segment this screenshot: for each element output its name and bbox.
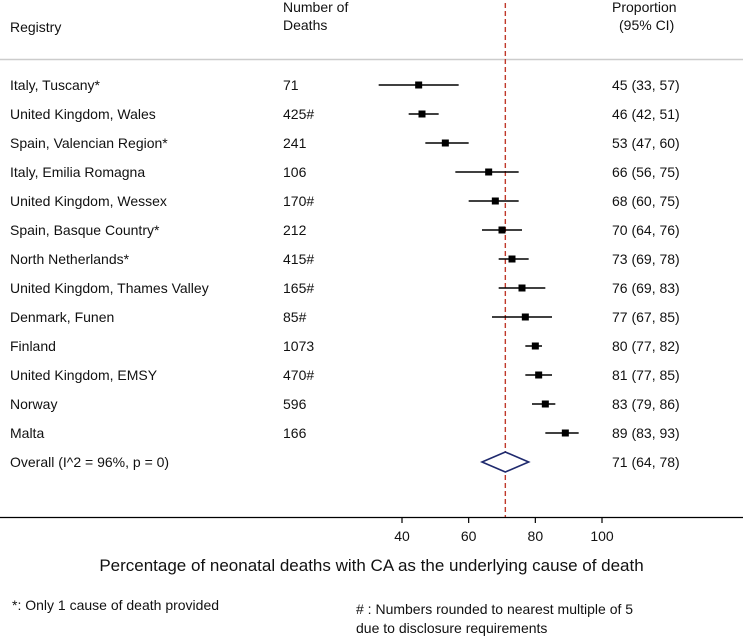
footnote-hash-line2: due to disclosure requirements xyxy=(356,620,548,636)
registry-label: United Kingdom, EMSY xyxy=(10,367,158,383)
overall-diamond xyxy=(479,451,531,473)
proportion-ci-value: 77 (67, 85) xyxy=(612,309,680,325)
proportion-ci-value: 46 (42, 51) xyxy=(612,106,680,122)
point-estimate xyxy=(418,110,426,118)
proportion-ci-value: 76 (69, 83) xyxy=(612,280,680,296)
deaths-value: 212 xyxy=(283,222,307,238)
registry-label: United Kingdom, Wessex xyxy=(10,193,167,209)
registry-label: Denmark, Funen xyxy=(10,309,115,325)
deaths-value: 165# xyxy=(283,280,315,296)
header-proportion-line2: (95% CI) xyxy=(619,17,675,33)
point-estimate xyxy=(535,371,543,379)
proportion-ci-value: 80 (77, 82) xyxy=(612,338,680,354)
point-estimate xyxy=(498,226,506,234)
proportion-ci-value: 81 (77, 85) xyxy=(612,367,680,383)
forest-plot: 40 60 80 100 xyxy=(0,3,743,544)
deaths-value: 415# xyxy=(283,251,315,267)
x-tick-label: 60 xyxy=(461,528,477,544)
point-estimate xyxy=(508,255,516,263)
x-tick-label: 80 xyxy=(528,528,544,544)
proportion-ci-value: 70 (64, 76) xyxy=(612,222,680,238)
registry-label: North Netherlands* xyxy=(10,251,130,267)
proportion-ci-value: 53 (47, 60) xyxy=(612,135,680,151)
overall-label: Overall (I^2 = 96%, p = 0) xyxy=(10,454,170,470)
header-deaths-line2: Deaths xyxy=(283,17,328,33)
x-axis-label: Percentage of neonatal deaths with CA as… xyxy=(99,556,644,575)
deaths-value: 425# xyxy=(283,106,315,122)
deaths-value: 106 xyxy=(283,164,307,180)
point-estimate xyxy=(485,168,493,176)
header-proportion-line1: Proportion xyxy=(612,0,677,15)
registry-label: United Kingdom, Thames Valley xyxy=(10,280,209,296)
deaths-value: 470# xyxy=(283,367,315,383)
point-estimate xyxy=(491,197,499,205)
registry-label: Malta xyxy=(10,425,45,441)
deaths-value: 85# xyxy=(283,309,307,325)
proportion-ci-value: 45 (33, 57) xyxy=(612,77,680,93)
point-estimate xyxy=(518,284,526,292)
registry-label: Norway xyxy=(10,396,58,412)
proportion-ci-value: 66 (56, 75) xyxy=(612,164,680,180)
x-tick-label: 40 xyxy=(394,528,410,544)
registry-label: United Kingdom, Wales xyxy=(10,106,156,122)
point-estimate xyxy=(561,429,569,437)
proportion-ci-value: 73 (69, 78) xyxy=(612,251,680,267)
proportion-ci-value: 68 (60, 75) xyxy=(612,193,680,209)
overall-ci-value: 71 (64, 78) xyxy=(612,454,680,470)
registry-label: Spain, Basque Country* xyxy=(10,222,160,238)
deaths-value: 170# xyxy=(283,193,315,209)
deaths-value: 166 xyxy=(283,425,307,441)
deaths-value: 241 xyxy=(283,135,307,151)
point-estimate xyxy=(415,81,423,89)
deaths-value: 596 xyxy=(283,396,307,412)
header-registry: Registry xyxy=(10,19,62,35)
deaths-value: 1073 xyxy=(283,338,315,354)
proportion-ci-value: 89 (83, 93) xyxy=(612,425,680,441)
footnote-hash-line1: # : Numbers rounded to nearest multiple … xyxy=(356,601,634,617)
registry-label: Italy, Tuscany* xyxy=(10,77,101,93)
footnote-asterisk: *: Only 1 cause of death provided xyxy=(12,597,220,613)
point-estimate xyxy=(531,342,539,350)
registry-label: Italy, Emilia Romagna xyxy=(10,164,146,180)
deaths-value: 71 xyxy=(283,77,299,93)
registry-label: Finland xyxy=(10,338,56,354)
point-estimate xyxy=(521,313,529,321)
x-tick-label: 100 xyxy=(590,528,614,544)
point-estimate xyxy=(541,400,549,408)
point-estimate xyxy=(441,139,449,147)
proportion-ci-value: 83 (79, 86) xyxy=(612,396,680,412)
registry-label: Spain, Valencian Region* xyxy=(10,135,168,151)
header-deaths-line1: Number of xyxy=(283,0,349,15)
